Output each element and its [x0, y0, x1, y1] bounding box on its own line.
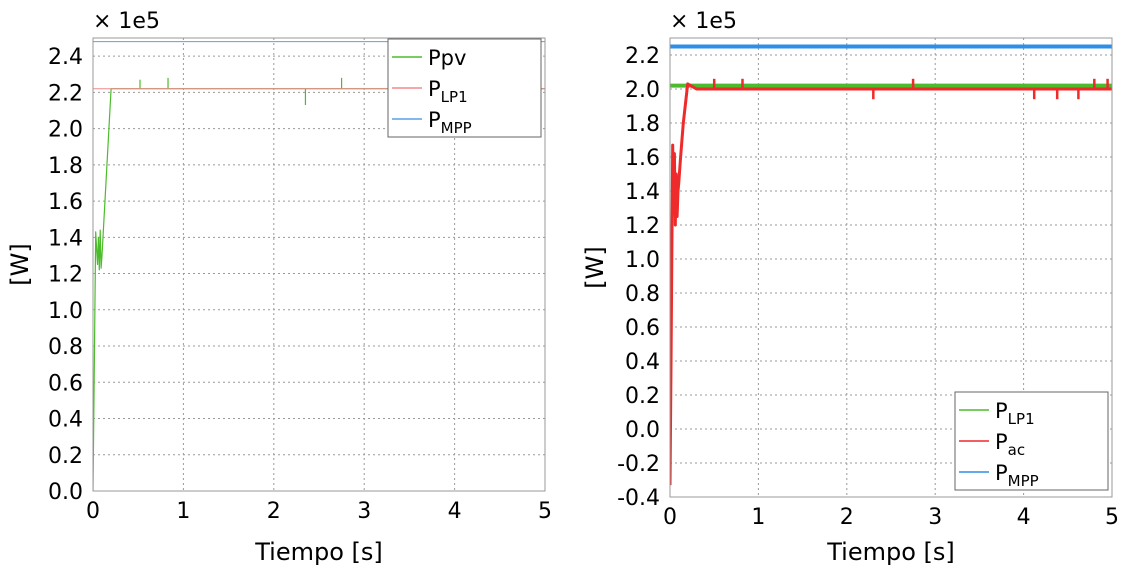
x-tick-label: 4: [448, 499, 462, 524]
x-tick-label: 1: [751, 505, 765, 530]
x-tick-label: 1: [176, 499, 190, 524]
plot-frame: [669, 37, 1113, 498]
y-tick-label: 1.6: [48, 190, 83, 215]
y-tick-label: 1.6: [625, 146, 660, 171]
y-tick-label: 1.0: [48, 299, 83, 324]
series-group: [670, 44, 1112, 486]
legend-label: PMPP: [995, 461, 1039, 490]
legend-label: PMPP: [428, 108, 472, 137]
legend-label: Pac: [995, 430, 1025, 459]
y-axis-label: [W]: [6, 243, 34, 285]
plot-frame: [92, 37, 546, 492]
series-line-p-ac: [670, 82, 1112, 486]
y-tick-label: 0.4: [625, 350, 660, 375]
y-tick-label: 2.4: [48, 45, 83, 70]
y-tick-label: 2.2: [625, 44, 660, 69]
y-tick-label: 0.4: [48, 408, 83, 433]
y-tick-label: 0.0: [48, 480, 83, 505]
y-tick-label: 0.8: [625, 282, 660, 307]
x-tick-label: 4: [1017, 505, 1031, 530]
y-tick-label: 0.8: [48, 335, 83, 360]
y-tick-label: 2.2: [48, 81, 83, 106]
x-tick-label: 2: [840, 505, 854, 530]
y-tick-label: 0.2: [48, 444, 83, 469]
x-tick-label: 0: [663, 505, 677, 530]
y-tick-label: 1.4: [48, 226, 83, 251]
x-axis-label: Tiempo [s]: [254, 538, 383, 566]
x-tick-label: 5: [1105, 505, 1119, 530]
y-tick-label: 1.8: [48, 154, 83, 179]
y-tick-label: 1.8: [625, 112, 660, 137]
x-tick-label: 3: [928, 505, 942, 530]
y-tick-label: 2.0: [625, 78, 660, 103]
legend-label: PLP1: [995, 399, 1035, 428]
y-tick-label: 1.2: [625, 214, 660, 239]
scale-factor-label: × 1e5: [670, 9, 737, 34]
right-power-chart: -0.4 -0.2 0.0 0.2 0.4 0.6 0.8 1.0 1.2 1.4 1.6 1.8 2.…: [581, 9, 1119, 566]
legend-label: Ppv: [428, 46, 466, 70]
x-tick-label: 0: [86, 499, 100, 524]
x-axis-label: Tiempo [s]: [826, 538, 955, 566]
legend-label: PLP1: [428, 77, 468, 106]
y-tick-label: 2.0: [48, 118, 83, 143]
y-tick-label: -0.2: [617, 452, 660, 477]
y-tick-label: 1.4: [625, 180, 660, 205]
y-axis-label: [W]: [581, 246, 609, 288]
series-line-ppv: [93, 88, 545, 491]
x-tick-label: 3: [357, 499, 371, 524]
y-tick-label: -0.4: [617, 486, 660, 511]
y-tick-label: 1.0: [625, 248, 660, 273]
y-tick-label: 0.6: [48, 371, 83, 396]
left-power-chart: 0.0 0.2 0.4 0.6 0.8 1.0 1.2 1.4 1.6 1.8 2.0 2.2 2.4 0…: [6, 9, 552, 566]
scale-factor-label: × 1e5: [93, 9, 160, 34]
y-tick-label: 1.2: [48, 263, 83, 288]
x-tick-label: 5: [538, 499, 552, 524]
y-tick-label: 0.6: [625, 316, 660, 341]
grid: [670, 38, 1112, 497]
y-tick-label: 0.2: [625, 384, 660, 409]
y-tick-label: 0.0: [625, 418, 660, 443]
x-tick-label: 2: [267, 499, 281, 524]
